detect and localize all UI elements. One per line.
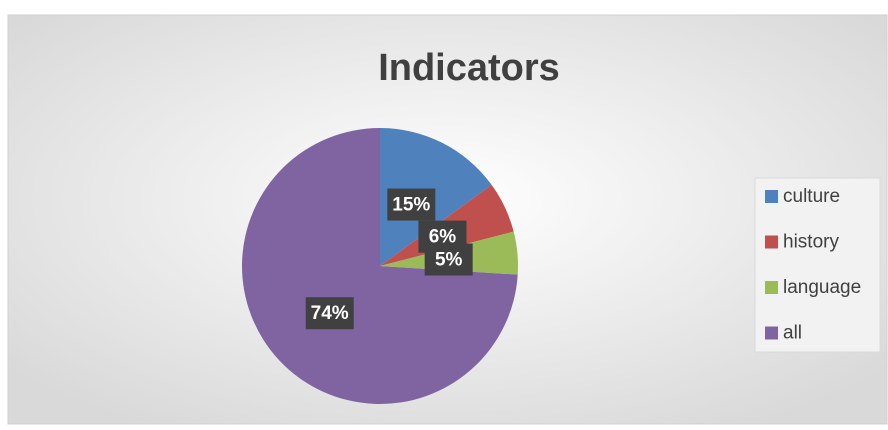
legend-label: language	[783, 277, 861, 298]
legend-swatch	[765, 235, 778, 249]
legend-label: culture	[783, 186, 840, 207]
data-label-box	[424, 243, 473, 276]
data-label: 74%	[311, 303, 349, 324]
data-label: 5%	[435, 250, 463, 271]
data-label-box	[305, 297, 354, 330]
legend-label: all	[783, 323, 802, 344]
legend-swatch	[765, 190, 778, 203]
legend-swatch	[765, 281, 778, 294]
data-label: 15%	[392, 195, 430, 216]
pie-slice	[380, 128, 492, 266]
legend-swatch	[765, 326, 778, 340]
data-label-box	[387, 188, 436, 221]
legend	[754, 177, 881, 353]
data-label: 6%	[429, 227, 457, 248]
chart-title: Indicators	[378, 47, 560, 89]
pie-slice	[241, 128, 518, 404]
legend-label: history	[783, 232, 839, 253]
